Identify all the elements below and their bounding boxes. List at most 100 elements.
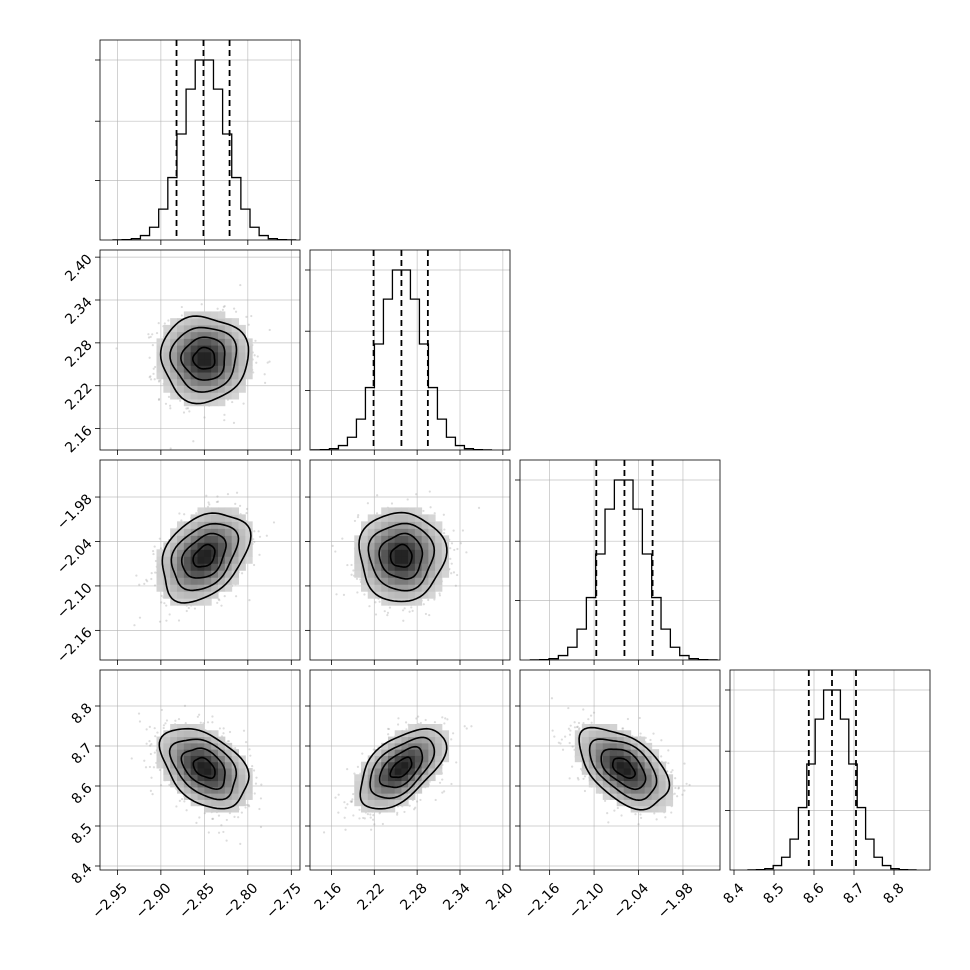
scatter-point bbox=[386, 727, 390, 730]
density-cell bbox=[401, 556, 409, 564]
density-cell bbox=[163, 730, 171, 738]
density-cell bbox=[218, 542, 226, 550]
density-cell bbox=[211, 365, 219, 373]
density-cell bbox=[163, 577, 171, 585]
scatter-point bbox=[456, 573, 459, 577]
density-cell bbox=[163, 768, 171, 775]
density-cell bbox=[354, 563, 362, 571]
density-cell bbox=[231, 521, 240, 529]
scatter-point bbox=[225, 839, 228, 842]
scatter-point bbox=[165, 719, 169, 722]
density-cell bbox=[170, 577, 178, 585]
density-cell bbox=[401, 577, 409, 585]
density-cell bbox=[414, 542, 423, 550]
density-cell bbox=[183, 755, 192, 763]
density-cell bbox=[211, 780, 219, 788]
density-cell bbox=[170, 598, 178, 606]
scatter-point bbox=[196, 715, 199, 718]
scatter-point bbox=[169, 447, 172, 450]
density-cell bbox=[374, 521, 382, 529]
scatter-point bbox=[174, 787, 177, 790]
density-cell bbox=[231, 805, 240, 813]
scatter-point bbox=[401, 609, 405, 612]
density-cell bbox=[190, 577, 199, 585]
scatter-point bbox=[175, 805, 178, 808]
density-cell bbox=[218, 358, 226, 366]
scatter-point bbox=[411, 609, 414, 612]
scatter-point bbox=[183, 704, 187, 707]
scatter-point bbox=[413, 808, 416, 811]
density-cell bbox=[177, 563, 185, 571]
density-cell bbox=[183, 358, 192, 366]
density-cell bbox=[170, 736, 178, 744]
density-cell bbox=[183, 542, 192, 550]
scatter-point bbox=[415, 800, 419, 803]
scatter-point bbox=[153, 545, 156, 548]
density-cell bbox=[421, 556, 429, 564]
scatter-point bbox=[245, 803, 248, 807]
density-cell bbox=[190, 311, 199, 319]
density-cell bbox=[224, 549, 233, 557]
scatter-point bbox=[138, 720, 142, 723]
scatter-point bbox=[148, 376, 151, 379]
density-cell bbox=[408, 584, 416, 592]
contour-level-3 bbox=[161, 512, 252, 604]
scatter-point bbox=[152, 549, 155, 553]
density-cell bbox=[238, 563, 246, 571]
scatter-point bbox=[331, 544, 334, 547]
density-cell bbox=[163, 774, 171, 782]
contour-level-1 bbox=[180, 747, 226, 791]
density-cell bbox=[354, 570, 362, 578]
density-cell bbox=[156, 345, 164, 353]
density-cell bbox=[231, 793, 240, 800]
density-cell bbox=[177, 591, 185, 599]
density-cell bbox=[163, 345, 171, 353]
scatter-point bbox=[237, 816, 240, 819]
density-cell bbox=[387, 570, 396, 578]
density-cell bbox=[197, 535, 205, 543]
scatter-point bbox=[148, 356, 151, 359]
scatter-point bbox=[252, 371, 255, 374]
density-cell bbox=[197, 570, 205, 578]
density-cell bbox=[197, 755, 205, 763]
density-cell bbox=[245, 793, 253, 800]
density-cell bbox=[231, 761, 240, 769]
density-cell bbox=[231, 385, 240, 393]
density-cell bbox=[387, 507, 396, 515]
density-cell bbox=[211, 786, 219, 794]
scatter-point bbox=[228, 812, 232, 815]
scatter-point bbox=[266, 361, 269, 364]
contour-level-2 bbox=[169, 326, 238, 393]
scatter-point bbox=[344, 806, 347, 809]
scatter-point bbox=[180, 305, 183, 309]
scatter-point bbox=[449, 557, 452, 560]
scatter-point bbox=[356, 516, 360, 519]
scatter-point bbox=[154, 559, 158, 563]
scatter-point bbox=[252, 563, 256, 567]
density-cell bbox=[156, 755, 164, 763]
scatter-point bbox=[450, 562, 453, 565]
scatter-point bbox=[260, 783, 263, 786]
scatter-point bbox=[252, 538, 255, 541]
density-cell bbox=[170, 392, 178, 400]
scatter-point bbox=[150, 577, 153, 581]
density-cell bbox=[197, 786, 205, 794]
density-cell bbox=[156, 570, 164, 578]
scatter-point bbox=[151, 344, 154, 347]
density-cell bbox=[197, 774, 205, 782]
density-cell bbox=[204, 311, 212, 319]
density-cell bbox=[177, 549, 185, 557]
scatter-point bbox=[151, 333, 154, 336]
density-cell bbox=[218, 331, 226, 339]
density-cell bbox=[183, 372, 192, 380]
density-cell bbox=[224, 755, 233, 763]
scatter-point bbox=[179, 399, 182, 402]
density-cell bbox=[367, 570, 375, 578]
scatter-point bbox=[452, 571, 456, 574]
contour-level-3 bbox=[158, 727, 250, 810]
density-cell bbox=[381, 514, 389, 522]
density-cell bbox=[211, 338, 219, 346]
density-cell bbox=[224, 780, 233, 788]
density-cell bbox=[177, 535, 185, 543]
density-cell bbox=[177, 570, 185, 578]
